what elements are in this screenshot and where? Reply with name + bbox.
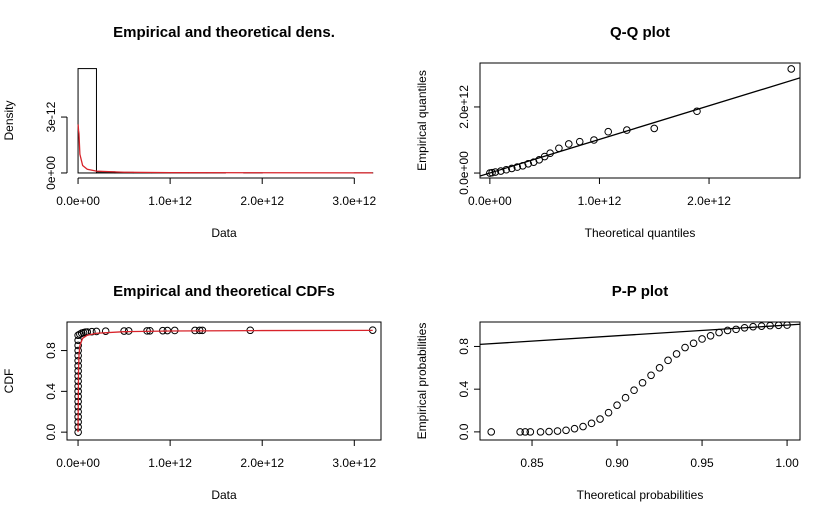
y-axis-label: Empirical quantiles <box>415 70 429 171</box>
plot-box <box>479 321 801 441</box>
chart-title: P-P plot <box>612 283 668 300</box>
x-tick-label: 3.0e+12 <box>332 456 376 470</box>
reference-line <box>480 77 800 177</box>
point <box>74 346 82 355</box>
point <box>536 428 545 436</box>
point <box>545 427 553 436</box>
point <box>604 408 613 417</box>
point <box>693 107 701 116</box>
point <box>524 159 533 168</box>
point <box>596 415 604 423</box>
bar <box>77 68 97 174</box>
point <box>604 127 613 136</box>
point <box>507 164 516 173</box>
point <box>698 335 706 343</box>
plot-box <box>479 62 801 179</box>
y-axis-label: Density <box>2 100 16 140</box>
point <box>92 327 101 336</box>
point <box>587 419 596 428</box>
point <box>564 140 573 148</box>
point <box>526 428 535 436</box>
x-axis-label: Data <box>211 226 237 240</box>
y-tick-label: 0.8 <box>44 342 58 359</box>
point <box>570 424 579 433</box>
y-tick-label: 0.4 <box>457 381 471 398</box>
point <box>706 331 715 340</box>
point <box>732 325 740 334</box>
x-tick-label: 0.95 <box>690 456 714 470</box>
plot-box <box>66 321 382 441</box>
reference-line <box>480 323 800 346</box>
y-tick-label: 0.0 <box>44 423 58 440</box>
y-tick-label: 3e-12 <box>44 101 58 132</box>
x-tick-label: 2.0e+12 <box>240 456 284 470</box>
point <box>579 422 587 431</box>
point <box>630 386 638 395</box>
point <box>672 350 681 358</box>
x-tick-label: 0.90 <box>605 456 629 470</box>
point <box>521 428 530 436</box>
x-tick-label: 2.0e+12 <box>687 194 731 208</box>
x-axis-label: Theoretical probabilities <box>577 488 704 502</box>
point <box>650 124 659 133</box>
plot-area <box>77 68 374 174</box>
point <box>74 351 82 360</box>
plot-area <box>480 65 800 177</box>
point <box>621 393 630 402</box>
point <box>681 343 689 352</box>
y-tick-label: 0.4 <box>44 383 58 400</box>
y-axis-label: Empirical probabilities <box>415 323 429 440</box>
x-tick-label: 0.0e+00 <box>56 456 100 470</box>
x-tick-label: 1.0e+12 <box>578 194 622 208</box>
point <box>74 341 82 350</box>
point <box>715 328 723 337</box>
point <box>513 163 522 171</box>
point <box>689 339 698 348</box>
y-tick-label: 0.8 <box>457 338 471 355</box>
theoretical-curve <box>77 124 373 174</box>
plot-area <box>74 326 377 436</box>
x-tick-label: 3.0e+12 <box>332 194 376 208</box>
point <box>787 65 796 73</box>
point <box>723 326 732 335</box>
x-tick-label: 0.0e+00 <box>468 194 512 208</box>
x-tick-label: 0.0e+00 <box>56 194 100 208</box>
x-tick-label: 0.85 <box>520 456 544 470</box>
y-tick-label: 0.0 <box>457 423 471 440</box>
y-tick-label: 0e+00 <box>44 156 58 190</box>
point <box>647 371 655 380</box>
point <box>664 356 672 365</box>
plot-area <box>480 322 800 436</box>
point <box>487 428 496 436</box>
chart-title: Empirical and theoretical dens. <box>113 24 335 41</box>
x-tick-label: 1.0e+12 <box>148 194 192 208</box>
x-axis-label: Data <box>211 488 237 502</box>
point <box>553 427 562 435</box>
y-tick-label: 2.0e+12 <box>457 85 471 129</box>
x-tick-label: 2.0e+12 <box>240 194 284 208</box>
point <box>655 364 664 372</box>
y-tick-label: 0.0e+00 <box>457 151 471 195</box>
theoretical-curve <box>77 329 373 433</box>
point <box>575 137 584 146</box>
point <box>88 327 96 336</box>
point <box>535 156 543 164</box>
x-tick-label: 1.0e+12 <box>148 456 192 470</box>
x-tick-label: 1.00 <box>775 456 799 470</box>
point <box>516 428 524 436</box>
chart-title: Empirical and theoretical CDFs <box>113 283 335 300</box>
chart-title: Q-Q plot <box>610 24 670 41</box>
x-axis-label: Theoretical quantiles <box>585 226 696 240</box>
point <box>562 426 570 435</box>
point <box>638 378 647 387</box>
y-axis-label: CDF <box>2 369 16 394</box>
point <box>613 401 621 409</box>
point <box>502 165 511 174</box>
point <box>101 327 110 335</box>
